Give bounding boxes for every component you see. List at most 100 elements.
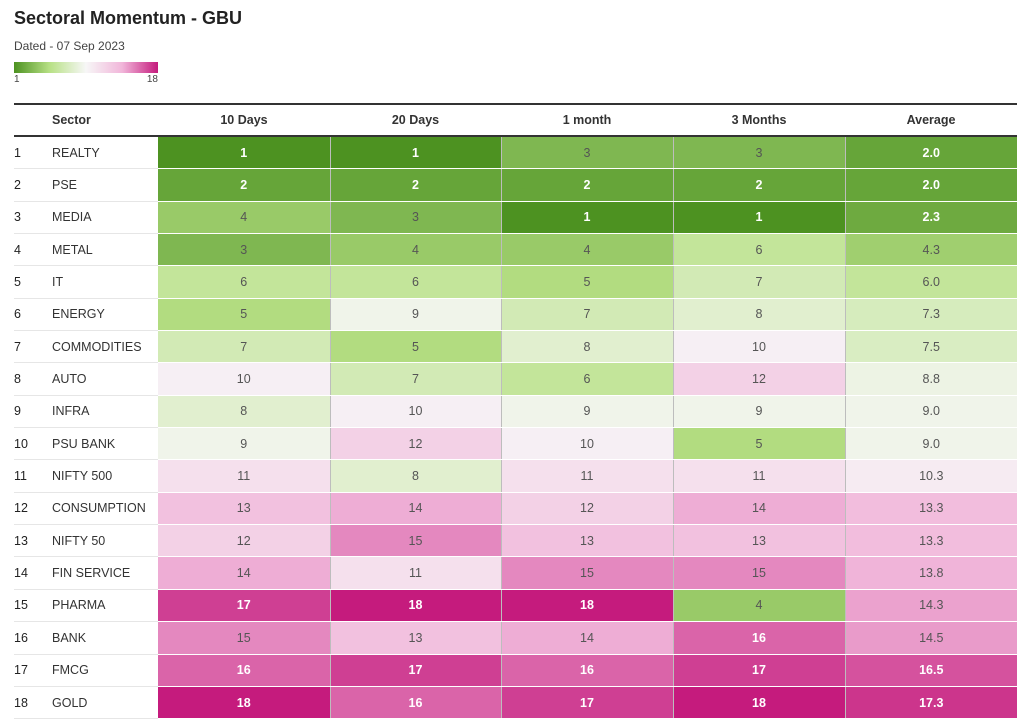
heatmap-cell-average: 16.5 xyxy=(845,654,1017,687)
heatmap-cell-10-days: 1 xyxy=(158,136,331,170)
heatmap-cell-20-days: 13 xyxy=(330,621,502,655)
heatmap-cell-10-days: 9 xyxy=(158,427,331,461)
heatmap-cell-3-months: 16 xyxy=(673,621,846,655)
sector-name: MEDIA xyxy=(52,201,158,235)
legend-max-label: 18 xyxy=(146,74,158,85)
sector-name: AUTO xyxy=(52,362,158,396)
sector-name: BANK xyxy=(52,621,158,655)
heatmap-cell-3-months: 9 xyxy=(673,395,846,429)
heatmap-cell-1-month: 17 xyxy=(501,686,674,720)
row-rank: 7 xyxy=(14,330,52,364)
heatmap-cell-1-month: 3 xyxy=(501,136,674,170)
heatmap-cell-1-month: 18 xyxy=(501,589,674,623)
column-header-20-days[interactable]: 20 Days xyxy=(330,103,501,137)
sector-name: PHARMA xyxy=(52,589,158,623)
heatmap-cell-1-month: 7 xyxy=(501,298,674,332)
heatmap-cell-1-month: 2 xyxy=(501,168,674,202)
heatmap-cell-1-month: 15 xyxy=(501,556,674,590)
table-row: 2 PSE 2 2 2 2 2.0 xyxy=(14,168,1017,202)
table-row: 14 FIN SERVICE 14 11 15 15 13.8 xyxy=(14,556,1017,590)
column-header-10-days[interactable]: 10 Days xyxy=(158,103,330,137)
heatmap-cell-10-days: 10 xyxy=(158,362,331,396)
column-header-sector[interactable]: Sector xyxy=(14,103,158,137)
heatmap-cell-1-month: 14 xyxy=(501,621,674,655)
heatmap-cell-average: 13.8 xyxy=(845,556,1017,590)
heatmap-cell-3-months: 13 xyxy=(673,524,846,558)
heatmap-cell-average: 14.3 xyxy=(845,589,1017,623)
legend-gradient-bar xyxy=(14,62,158,73)
sector-name: CONSUMPTION xyxy=(52,492,158,526)
table-row: 13 NIFTY 50 12 15 13 13 13.3 xyxy=(14,524,1017,558)
heatmap-cell-3-months: 6 xyxy=(673,233,846,267)
heatmap-cell-average: 7.5 xyxy=(845,330,1017,364)
chart-title: Sectoral Momentum - GBU xyxy=(14,8,243,28)
table-row: 5 IT 6 6 5 7 6.0 xyxy=(14,265,1017,299)
table-row: 18 GOLD 18 16 17 18 17.3 xyxy=(14,686,1017,720)
heatmap-cell-1-month: 8 xyxy=(501,330,674,364)
heatmap-cell-3-months: 4 xyxy=(673,589,846,623)
heatmap-cell-10-days: 18 xyxy=(158,686,331,720)
heatmap-cell-1-month: 4 xyxy=(501,233,674,267)
heatmap-cell-average: 4.3 xyxy=(845,233,1017,267)
row-rank: 17 xyxy=(14,654,52,687)
heatmap-cell-3-months: 3 xyxy=(673,136,846,170)
row-rank: 6 xyxy=(14,298,52,332)
heatmap-cell-3-months: 11 xyxy=(673,459,846,493)
heatmap-cell-10-days: 15 xyxy=(158,621,331,655)
chart-subtitle: Dated - 07 Sep 2023 xyxy=(14,39,125,53)
heatmap-cell-10-days: 3 xyxy=(158,233,331,267)
heatmap-cell-20-days: 3 xyxy=(330,201,502,235)
sector-name: GOLD xyxy=(52,686,158,720)
column-header-1-month[interactable]: 1 month xyxy=(501,103,673,137)
heatmap-cell-20-days: 11 xyxy=(330,556,502,590)
table-row: 11 NIFTY 500 11 8 11 11 10.3 xyxy=(14,459,1017,493)
sector-name: PSE xyxy=(52,168,158,202)
heatmap-cell-1-month: 11 xyxy=(501,459,674,493)
heatmap-cell-3-months: 7 xyxy=(673,265,846,299)
row-rank: 1 xyxy=(14,136,52,170)
heatmap-cell-3-months: 14 xyxy=(673,492,846,526)
heatmap-cell-average: 9.0 xyxy=(845,395,1017,429)
row-rank: 2 xyxy=(14,168,52,202)
sector-name: PSU BANK xyxy=(52,427,158,461)
sector-name: NIFTY 500 xyxy=(52,459,158,493)
heatmap-cell-average: 8.8 xyxy=(845,362,1017,396)
table-row: 4 METAL 3 4 4 6 4.3 xyxy=(14,233,1017,267)
heatmap-cell-10-days: 6 xyxy=(158,265,331,299)
heatmap-cell-20-days: 5 xyxy=(330,330,502,364)
heatmap-cell-1-month: 16 xyxy=(501,654,674,687)
row-rank: 18 xyxy=(14,686,52,720)
heatmap-cell-10-days: 7 xyxy=(158,330,331,364)
heatmap-cell-3-months: 8 xyxy=(673,298,846,332)
heatmap-cell-1-month: 6 xyxy=(501,362,674,396)
heatmap-cell-average: 2.0 xyxy=(845,136,1017,170)
table-row: 9 INFRA 8 10 9 9 9.0 xyxy=(14,395,1017,429)
row-rank: 11 xyxy=(14,459,52,493)
table-row: 12 CONSUMPTION 13 14 12 14 13.3 xyxy=(14,492,1017,526)
table-row: 8 AUTO 10 7 6 12 8.8 xyxy=(14,362,1017,396)
heatmap-cell-20-days: 7 xyxy=(330,362,502,396)
sector-name: NIFTY 50 xyxy=(52,524,158,558)
row-rank: 5 xyxy=(14,265,52,299)
heatmap-cell-20-days: 1 xyxy=(330,136,502,170)
table-row: 7 COMMODITIES 7 5 8 10 7.5 xyxy=(14,330,1017,364)
column-header-3-months[interactable]: 3 Months xyxy=(673,103,845,137)
column-header-average[interactable]: Average xyxy=(845,103,1017,137)
table-row: 16 BANK 15 13 14 16 14.5 xyxy=(14,621,1017,655)
heatmap-cell-20-days: 8 xyxy=(330,459,502,493)
row-rank: 4 xyxy=(14,233,52,267)
heatmap-cell-3-months: 10 xyxy=(673,330,846,364)
row-rank: 12 xyxy=(14,492,52,526)
heatmap-cell-10-days: 14 xyxy=(158,556,331,590)
row-rank: 9 xyxy=(14,395,52,429)
momentum-heatmap-table: Sector 10 Days 20 Days 1 month 3 Months … xyxy=(14,103,1017,720)
row-rank: 16 xyxy=(14,621,52,655)
sector-name: INFRA xyxy=(52,395,158,429)
heatmap-cell-3-months: 2 xyxy=(673,168,846,202)
heatmap-cell-1-month: 9 xyxy=(501,395,674,429)
row-rank: 13 xyxy=(14,524,52,558)
table-row: 6 ENERGY 5 9 7 8 7.3 xyxy=(14,298,1017,332)
heatmap-cell-20-days: 17 xyxy=(330,654,502,687)
heatmap-cell-10-days: 17 xyxy=(158,589,331,623)
heatmap-cell-20-days: 12 xyxy=(330,427,502,461)
